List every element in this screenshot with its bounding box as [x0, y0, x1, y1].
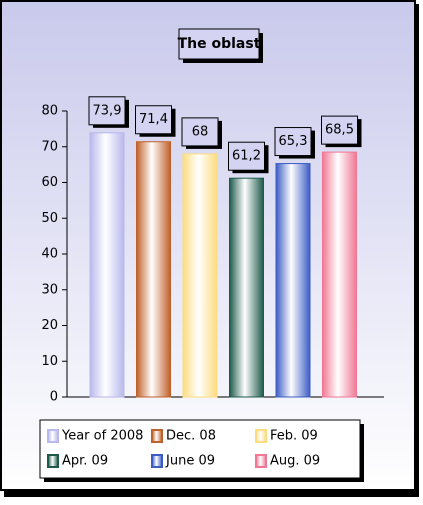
legend-label: Apr. 09 — [62, 454, 108, 469]
value-label: 68,5 — [325, 123, 354, 138]
bar — [322, 151, 357, 398]
bar — [89, 132, 125, 398]
value-label-box — [228, 141, 265, 171]
legend-label: Dec. 08 — [166, 429, 216, 444]
value-label: 65,3 — [279, 134, 308, 149]
chart-title: The oblast — [178, 36, 261, 52]
legend-swatch — [47, 429, 59, 443]
legend — [39, 419, 361, 479]
value-label-box — [135, 105, 172, 135]
y-tick-label: 50 — [41, 211, 58, 226]
y-tick-label: 40 — [41, 247, 58, 262]
y-tick-label: 80 — [41, 104, 58, 119]
legend-label: Aug. 09 — [270, 454, 320, 469]
y-tick-label: 60 — [41, 175, 58, 190]
legend-swatch — [151, 454, 163, 468]
value-label-box — [321, 115, 358, 145]
legend-swatch — [255, 429, 267, 443]
bar — [182, 153, 218, 398]
value-label: 61,2 — [232, 149, 261, 164]
y-tick-label: 10 — [41, 354, 58, 369]
value-label: 73,9 — [93, 103, 122, 118]
legend-label: June 09 — [165, 454, 215, 469]
value-label-box — [88, 96, 126, 126]
value-label-box — [181, 117, 219, 147]
legend-label: Year of 2008 — [61, 429, 143, 444]
legend-label: Feb. 09 — [270, 429, 318, 444]
bar — [229, 177, 264, 398]
legend-swatch — [151, 429, 163, 443]
y-tick-label: 20 — [41, 318, 58, 333]
legend-swatch — [255, 454, 267, 468]
value-label: 68 — [192, 124, 209, 139]
value-label-box — [274, 127, 312, 157]
y-tick-label: 30 — [41, 282, 58, 297]
y-tick-label: 0 — [50, 390, 58, 405]
value-label: 71,4 — [139, 112, 168, 127]
legend-swatch — [47, 454, 59, 468]
title-box — [178, 28, 260, 60]
y-tick-label: 70 — [41, 139, 58, 154]
bar — [136, 141, 171, 398]
bar — [275, 163, 311, 398]
